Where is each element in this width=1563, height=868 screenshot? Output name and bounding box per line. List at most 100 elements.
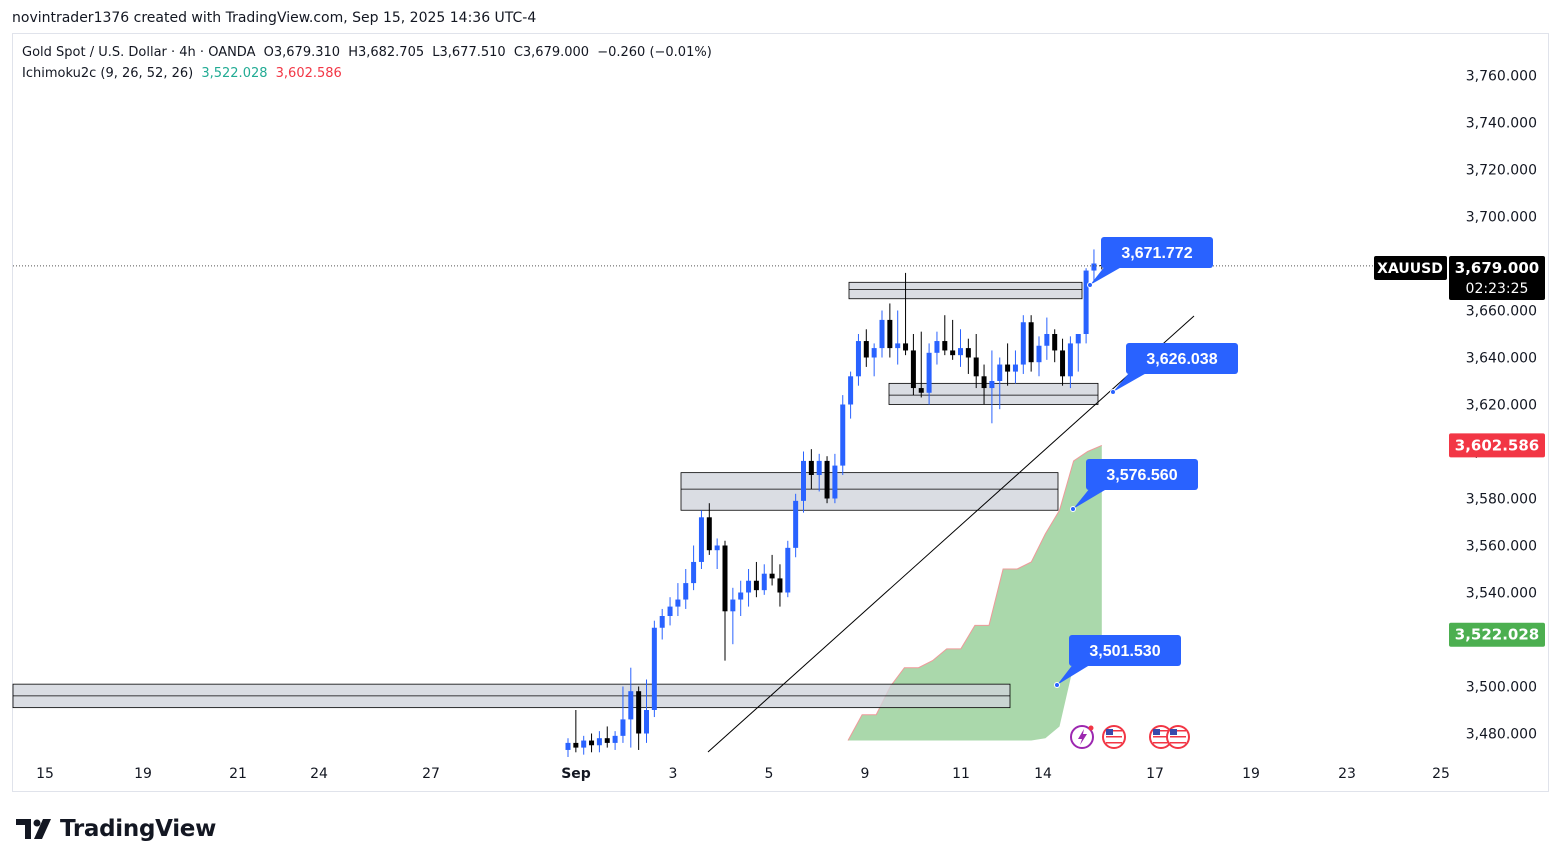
callout-label: 3,576.560 — [1106, 467, 1177, 484]
candle[interactable] — [620, 686, 626, 743]
candle[interactable] — [1083, 268, 1089, 344]
y-tick-label: 3,640.000 — [1466, 351, 1537, 367]
price-callout[interactable]: 3,576.560 — [1070, 459, 1199, 512]
candle[interactable] — [981, 364, 987, 405]
candle[interactable] — [903, 272, 909, 356]
candle[interactable] — [879, 310, 885, 358]
candle[interactable] — [918, 331, 924, 398]
symbol-tag: XAUUSD — [1377, 261, 1443, 277]
candle[interactable] — [644, 679, 649, 743]
candle[interactable] — [832, 453, 838, 504]
candle[interactable] — [871, 343, 877, 377]
candle[interactable] — [651, 620, 657, 718]
candle[interactable] — [675, 583, 681, 616]
economic-events[interactable] — [1070, 725, 1190, 749]
lightning-icon[interactable] — [1070, 725, 1094, 749]
candle[interactable] — [1052, 329, 1058, 363]
zone-top[interactable] — [848, 281, 1083, 300]
lightning-bolt — [1078, 729, 1087, 745]
candle[interactable] — [628, 667, 634, 748]
candle[interactable] — [824, 456, 830, 504]
candle[interactable] — [1075, 334, 1081, 372]
candle[interactable] — [910, 334, 916, 396]
candle[interactable] — [738, 580, 744, 616]
callout-label: 3,626.038 — [1146, 351, 1217, 368]
candle[interactable] — [848, 371, 854, 419]
candle[interactable] — [926, 343, 932, 405]
candle[interactable] — [1060, 338, 1066, 386]
us-flag-icon[interactable] — [1166, 725, 1190, 749]
candle[interactable] — [1005, 343, 1011, 386]
candle[interactable] — [565, 738, 571, 757]
candle[interactable] — [895, 310, 901, 365]
candle-body — [887, 319, 893, 349]
candle[interactable] — [596, 731, 602, 753]
candle[interactable] — [973, 334, 979, 389]
candle-body — [612, 735, 618, 743]
price-callout[interactable]: 3,501.530 — [1054, 635, 1182, 688]
candle[interactable] — [989, 350, 995, 424]
indicator-legend: Ichimoku2c (9, 26, 52, 26) 3,522.028 3,6… — [22, 66, 346, 81]
candle[interactable] — [801, 451, 806, 513]
candle[interactable] — [997, 357, 1003, 410]
candle[interactable] — [589, 733, 595, 753]
candle-body — [683, 583, 689, 600]
candle[interactable] — [667, 597, 673, 626]
candle[interactable] — [730, 587, 736, 645]
candle[interactable] — [636, 686, 642, 750]
candle[interactable] — [698, 510, 704, 569]
candle[interactable] — [604, 726, 610, 748]
candle[interactable] — [816, 453, 822, 492]
us-flag-icon[interactable] — [1102, 725, 1126, 749]
x-tick-label: 3 — [669, 766, 678, 782]
trendline[interactable] — [707, 315, 1195, 753]
zone-low[interactable] — [680, 472, 1059, 511]
price-callout[interactable]: 3,626.038 — [1110, 343, 1239, 395]
candle[interactable] — [722, 540, 728, 661]
candle[interactable] — [769, 554, 775, 586]
candle[interactable] — [863, 329, 869, 367]
candle[interactable] — [1020, 315, 1026, 374]
candle-body — [926, 352, 932, 393]
candle[interactable] — [785, 540, 791, 598]
candle[interactable] — [1028, 315, 1034, 372]
candle[interactable] — [659, 608, 665, 640]
candle[interactable] — [581, 735, 587, 755]
candle[interactable] — [691, 545, 697, 591]
candle[interactable] — [1036, 336, 1042, 377]
x-tick-label: 24 — [310, 766, 328, 782]
candle[interactable] — [1044, 317, 1050, 360]
candle[interactable] — [793, 493, 799, 558]
candle[interactable] — [573, 710, 579, 753]
candle[interactable] — [706, 503, 712, 555]
tradingview-logo[interactable]: TradingView — [16, 816, 216, 842]
candle[interactable] — [753, 561, 759, 598]
candle-body — [1060, 350, 1066, 377]
candle[interactable] — [761, 564, 767, 595]
candle[interactable] — [840, 395, 846, 475]
candle[interactable] — [887, 303, 893, 358]
price-callout[interactable]: 3,671.772 — [1087, 237, 1214, 288]
indicator-name: Ichimoku2c (9, 26, 52, 26) — [22, 66, 194, 81]
candle[interactable] — [942, 315, 948, 356]
candle[interactable] — [950, 319, 956, 360]
candle[interactable] — [714, 538, 720, 569]
candle[interactable] — [777, 564, 783, 607]
candle[interactable] — [1012, 350, 1018, 384]
candle[interactable] — [958, 329, 963, 367]
candle[interactable] — [934, 331, 940, 365]
flag-stripe — [1106, 739, 1122, 741]
candle[interactable] — [808, 449, 814, 490]
candle[interactable] — [683, 569, 689, 609]
candle-body — [596, 738, 602, 746]
candle-body — [675, 599, 681, 607]
candle[interactable] — [965, 338, 971, 374]
candle[interactable] — [746, 569, 752, 607]
candle-body — [628, 691, 634, 720]
us-flag-icon[interactable] — [1149, 725, 1173, 749]
x-tick-label: 11 — [952, 766, 970, 782]
candle[interactable] — [855, 334, 861, 386]
candle[interactable] — [1067, 336, 1073, 389]
candle[interactable] — [612, 731, 618, 750]
